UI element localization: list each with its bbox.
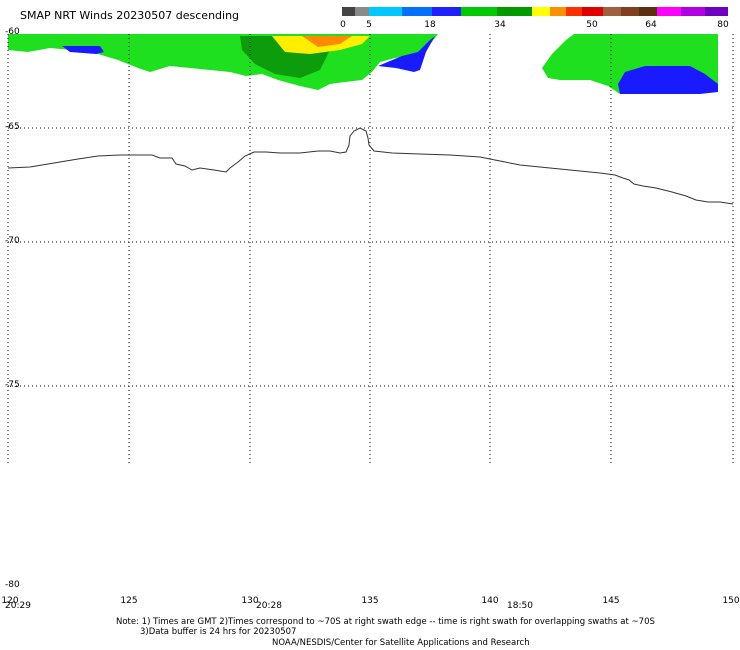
- lon-label: 135: [361, 596, 379, 606]
- lat-label: -80: [5, 580, 20, 590]
- colorbar-label: 5: [366, 20, 372, 30]
- colorbar-segment: [550, 7, 566, 16]
- colorbar-label: 0: [340, 20, 346, 30]
- footer-note: Note: 1) Times are GMT 2)Times correspon…: [116, 617, 655, 627]
- lon-label: 140: [481, 596, 499, 606]
- footer-note: 3)Data buffer is 24 hrs for 20230507: [140, 627, 297, 637]
- colorbar-segment: [621, 7, 639, 16]
- colorbar-segment: [355, 7, 369, 16]
- swath-time-label: 20:28: [256, 601, 282, 611]
- colorbar-segment: [497, 7, 532, 16]
- lon-label: 125: [120, 596, 138, 606]
- lat-label: -65: [5, 122, 20, 132]
- lat-label: -75: [5, 380, 20, 390]
- colorbar-segment: [342, 7, 355, 16]
- wind-swath-blue: [618, 66, 718, 94]
- colorbar-segment: [681, 7, 705, 16]
- colorbar-segment: [402, 7, 432, 16]
- footer-credit: NOAA/NESDIS/Center for Satellite Applica…: [272, 638, 530, 648]
- colorbar-label: 64: [645, 20, 657, 30]
- colorbar-label: 50: [586, 20, 598, 30]
- colorbar-segment: [705, 7, 728, 16]
- colorbar-segment: [532, 7, 550, 16]
- wind-swath-green: [8, 34, 438, 90]
- map-title: SMAP NRT Winds 20230507 descending: [20, 9, 240, 22]
- lon-label: 120: [1, 596, 19, 606]
- graticule: [8, 34, 733, 466]
- wind-swath-orange: [302, 36, 352, 47]
- wind-swath-blue: [62, 46, 104, 54]
- colorbar-segment: [582, 7, 603, 16]
- colorbar-segment: [461, 7, 497, 16]
- colorbar-segment: [566, 7, 582, 16]
- lon-label: 145: [602, 596, 620, 606]
- wind-swath-blue: [378, 36, 435, 72]
- lon-label: 130: [241, 596, 259, 606]
- wind-speed-colorbar: [342, 7, 728, 16]
- colorbar-segment: [369, 7, 402, 16]
- antarctic-coastline: [7, 127, 734, 205]
- colorbar-segment: [603, 7, 621, 16]
- lat-label: -60: [5, 27, 20, 37]
- colorbar-label: 18: [424, 20, 436, 30]
- colorbar-segment: [657, 7, 681, 16]
- swath-time-label: 18:50: [507, 601, 533, 611]
- lat-label: -70: [5, 236, 20, 246]
- lon-label: 150: [722, 596, 740, 606]
- colorbar-label: 80: [717, 20, 729, 30]
- colorbar-segment: [639, 7, 657, 16]
- colorbar-segment: [432, 7, 461, 16]
- colorbar-label: 34: [494, 20, 506, 30]
- swath-time-label: 20:29: [5, 601, 31, 611]
